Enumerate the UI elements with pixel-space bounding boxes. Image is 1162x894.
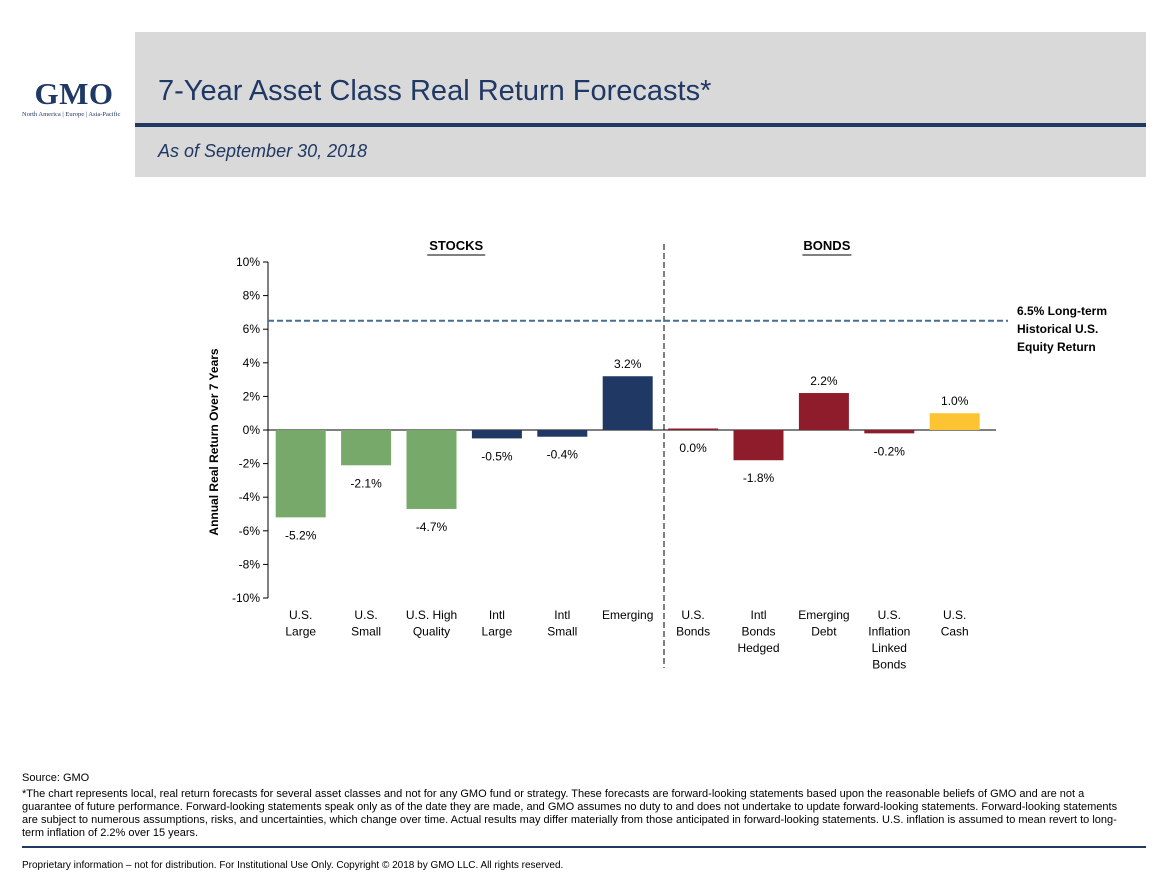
group-header-bonds: BONDS [803, 238, 850, 253]
data-label: 2.2% [810, 374, 838, 388]
gmo-logo: GMO North America | Europe | Asia-Pacifi… [22, 76, 132, 119]
bar [602, 376, 653, 430]
category-label: U.S. [878, 608, 901, 622]
bar [798, 393, 849, 430]
data-label: -5.2% [285, 528, 317, 542]
bar [341, 430, 392, 466]
logo-wordmark: GMO [34, 76, 114, 111]
category-label: Bonds [676, 625, 710, 639]
footer-copyright: Proprietary information – not for distri… [22, 860, 564, 871]
y-tick-label: 6% [243, 322, 261, 336]
y-tick-label: -4% [239, 490, 261, 504]
data-label: -2.1% [350, 476, 382, 490]
category-label: Bonds [741, 625, 775, 639]
category-label: Quality [413, 625, 450, 639]
category-label: Intl [750, 608, 766, 622]
category-label: Intl [489, 608, 505, 622]
data-label: 3.2% [614, 357, 642, 371]
reference-line-label: 6.5% Long-term [1017, 304, 1107, 318]
data-label: -1.8% [743, 471, 775, 485]
y-tick-label: -2% [239, 457, 261, 471]
y-tick-label: 4% [243, 356, 261, 370]
page-subtitle: As of September 30, 2018 [158, 141, 368, 161]
header-banner [135, 32, 1146, 177]
page-title: 7-Year Asset Class Real Return Forecasts… [158, 75, 712, 107]
bar [929, 413, 980, 430]
category-label: Linked [872, 641, 907, 655]
y-tick-label: 0% [243, 423, 261, 437]
category-label: Cash [941, 625, 969, 639]
bar [864, 430, 915, 434]
data-label: -0.5% [481, 449, 513, 463]
reference-line-label: Equity Return [1017, 340, 1096, 354]
bar [668, 428, 719, 430]
category-label: Small [351, 625, 381, 639]
category-label: Inflation [868, 625, 910, 639]
category-label: Bonds [872, 658, 906, 672]
y-tick-label: -8% [239, 557, 261, 571]
category-label: Small [547, 625, 577, 639]
category-label: Emerging [602, 608, 653, 622]
category-label: Debt [811, 625, 837, 639]
footer-divider [22, 846, 1146, 848]
header-divider [135, 123, 1146, 127]
category-label: Intl [554, 608, 570, 622]
data-label: 1.0% [941, 394, 969, 408]
category-label: Large [285, 625, 316, 639]
category-label: U.S. [943, 608, 966, 622]
group-header-stocks: STOCKS [429, 238, 483, 253]
bar [733, 430, 784, 461]
reference-line-label: Historical U.S. [1017, 322, 1098, 336]
y-axis-title: Annual Real Return Over 7 Years [207, 348, 221, 536]
data-label: 0.0% [679, 441, 707, 455]
y-tick-label: -10% [232, 591, 260, 605]
bar [275, 430, 326, 518]
bar [537, 430, 588, 437]
category-label: Large [482, 625, 513, 639]
logo-tagline: North America | Europe | Asia-Pacific [22, 111, 121, 118]
y-tick-label: 8% [243, 289, 261, 303]
category-label: U.S. High [406, 608, 457, 622]
footer-source: Source: GMO [22, 772, 90, 784]
bar [406, 430, 457, 509]
bar [471, 430, 522, 439]
y-tick-label: -6% [239, 524, 261, 538]
data-label: -0.4% [547, 448, 579, 462]
category-label: Emerging [798, 608, 849, 622]
data-label: -4.7% [416, 520, 448, 534]
y-tick-label: 2% [243, 389, 261, 403]
footer-disclaimer: *The chart represents local, real return… [22, 788, 1118, 839]
category-label: U.S. [681, 608, 704, 622]
category-label: Hedged [737, 641, 779, 655]
y-tick-label: 10% [236, 255, 260, 269]
data-label: -0.2% [874, 444, 906, 458]
category-label: U.S. [354, 608, 377, 622]
category-label: U.S. [289, 608, 312, 622]
